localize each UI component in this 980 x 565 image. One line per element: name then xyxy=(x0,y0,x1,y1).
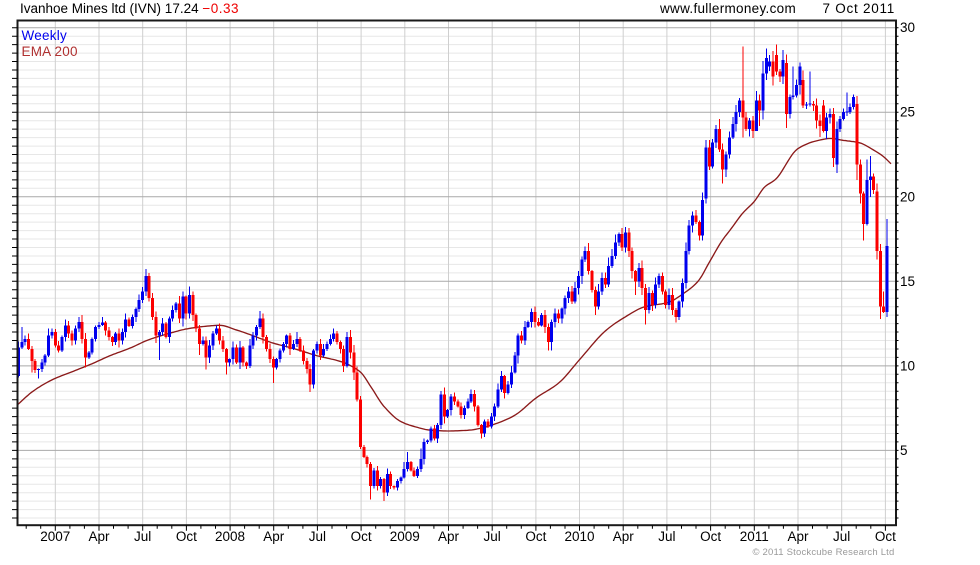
svg-text:Jul: Jul xyxy=(484,529,501,544)
svg-text:Jul: Jul xyxy=(309,529,326,544)
svg-text:Weekly: Weekly xyxy=(22,28,68,43)
svg-text:7 Oct 2011: 7 Oct 2011 xyxy=(823,1,896,16)
svg-text:Jul: Jul xyxy=(833,529,850,544)
svg-text:2009: 2009 xyxy=(390,529,420,544)
svg-text:Oct: Oct xyxy=(875,529,896,544)
svg-text:30: 30 xyxy=(900,20,915,35)
svg-text:Oct: Oct xyxy=(525,529,546,544)
svg-text:Apr: Apr xyxy=(88,529,110,544)
svg-text:Apr: Apr xyxy=(438,529,460,544)
svg-text:Apr: Apr xyxy=(613,529,635,544)
svg-text:10: 10 xyxy=(900,358,915,373)
svg-text:Apr: Apr xyxy=(787,529,809,544)
svg-text:15: 15 xyxy=(900,274,915,289)
svg-text:Jul: Jul xyxy=(658,529,675,544)
svg-text:Ivanhoe Mines ltd (IVN) 17.24: Ivanhoe Mines ltd (IVN) 17.24 −0.33 xyxy=(20,1,239,16)
svg-text:EMA 200: EMA 200 xyxy=(22,44,78,59)
svg-text:2007: 2007 xyxy=(40,529,70,544)
svg-text:2011: 2011 xyxy=(740,529,769,544)
svg-text:2010: 2010 xyxy=(565,529,595,544)
svg-text:Oct: Oct xyxy=(351,529,372,544)
svg-text:2008: 2008 xyxy=(215,529,245,544)
svg-text:www.fullermoney.com: www.fullermoney.com xyxy=(659,1,796,16)
svg-text:Apr: Apr xyxy=(263,529,285,544)
svg-text:Oct: Oct xyxy=(176,529,197,544)
svg-text:Jul: Jul xyxy=(134,529,151,544)
svg-text:25: 25 xyxy=(900,105,915,120)
svg-text:5: 5 xyxy=(900,443,908,458)
svg-text:20: 20 xyxy=(900,189,915,204)
svg-text:Oct: Oct xyxy=(700,529,721,544)
svg-text:© 2011 Stockcube Research Ltd: © 2011 Stockcube Research Ltd xyxy=(752,547,894,558)
